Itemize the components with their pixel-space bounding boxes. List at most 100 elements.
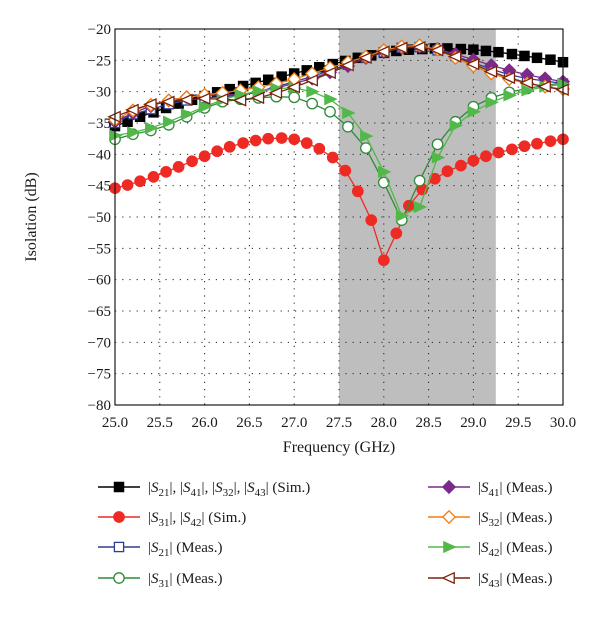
x-tick-labels: 25.0 25.5 26.0 26.5 27.0 27.5 28.0 28.5 29.0 29.5…	[102, 415, 576, 431]
legend-marker	[441, 509, 457, 525]
legend-entry: |S41| (Meas.)	[428, 479, 553, 499]
x-tick-label: 29.5	[505, 415, 531, 431]
data-point	[390, 227, 403, 240]
data-point	[351, 185, 364, 198]
data-point	[276, 71, 287, 82]
y-tick-label: −25	[88, 53, 111, 69]
legend-marker	[113, 481, 125, 493]
data-point	[143, 97, 157, 111]
data-point	[127, 126, 141, 139]
data-point	[196, 92, 211, 105]
x-tick-label: 28.0	[371, 415, 397, 431]
data-point	[198, 100, 213, 113]
data-point	[322, 66, 336, 80]
data-point	[172, 161, 185, 173]
data-point	[545, 54, 556, 65]
legend-marker	[443, 540, 457, 554]
data-point	[467, 105, 482, 118]
x-tick-label: 28.5	[415, 415, 441, 431]
data-point	[147, 171, 160, 183]
data-point	[485, 96, 499, 109]
data-point	[518, 140, 531, 153]
data-point	[360, 130, 374, 143]
data-point	[232, 94, 247, 107]
data-point	[480, 45, 492, 57]
y-tick-label: −40	[88, 147, 111, 163]
data-point	[413, 200, 428, 214]
y-tick-label: −80	[88, 398, 111, 414]
data-point	[324, 93, 338, 106]
data-point	[531, 137, 543, 150]
data-point	[467, 154, 480, 167]
data-point	[324, 105, 336, 118]
data-point	[186, 155, 198, 168]
data-point	[506, 48, 518, 60]
legend-label: |S31|, |S42| (Sim.)	[148, 510, 246, 529]
x-tick-label: 29.0	[460, 415, 486, 431]
data-point	[340, 59, 354, 72]
data-point	[262, 132, 275, 145]
data-point	[531, 52, 543, 64]
legend-entry: |S31|, |S42| (Sim.)	[98, 510, 246, 529]
data-point	[262, 74, 274, 86]
data-point	[393, 41, 408, 55]
x-tick-label: 27.0	[281, 415, 307, 431]
legend-entry: |S32| (Meas.)	[428, 509, 553, 529]
data-point	[447, 50, 462, 63]
data-point	[180, 108, 195, 121]
y-tick-label: −65	[88, 304, 111, 320]
data-point	[275, 132, 288, 144]
data-point	[521, 84, 535, 97]
data-point	[211, 145, 223, 158]
data-point	[376, 45, 390, 58]
x-axis-title: Frequency (GHz)	[283, 439, 395, 456]
data-point	[544, 135, 557, 148]
y-tick-label: −75	[88, 367, 111, 383]
data-point	[198, 150, 211, 163]
legend-entry: |S21| (Meas.)	[98, 540, 223, 559]
data-point	[492, 146, 505, 159]
data-point	[288, 91, 301, 104]
data-point	[342, 106, 356, 120]
data-point	[306, 97, 318, 110]
legend-marker	[113, 572, 125, 584]
data-point	[223, 140, 236, 153]
data-point	[503, 89, 517, 102]
y-axis-title: Isolation (dB)	[23, 172, 40, 261]
data-point	[252, 84, 267, 98]
data-point	[300, 137, 313, 149]
data-point	[465, 57, 480, 71]
data-point	[286, 81, 301, 94]
y-tick-label: −30	[88, 85, 111, 101]
legend-label: |S21| (Meas.)	[148, 540, 223, 559]
data-point	[377, 176, 390, 189]
x-tick-label: 26.0	[191, 415, 217, 431]
data-point	[483, 65, 498, 78]
legend-marker	[113, 541, 125, 553]
y-tick-label: −20	[88, 22, 111, 38]
data-point	[378, 165, 392, 179]
data-point	[441, 165, 454, 178]
y-tick-label: −60	[88, 273, 111, 289]
data-point	[288, 133, 301, 146]
legend-label: |S41| (Meas.)	[478, 480, 553, 499]
data-point	[160, 95, 175, 108]
legend-label: |S32| (Meas.)	[478, 510, 553, 529]
data-point	[326, 151, 339, 164]
legend-marker	[441, 479, 457, 495]
x-tick-label: 27.5	[326, 415, 352, 431]
data-point	[431, 138, 444, 151]
data-point	[304, 74, 318, 87]
legend-marker	[441, 571, 455, 585]
data-point	[411, 40, 426, 54]
y-tick-label: −70	[88, 335, 111, 351]
data-point	[160, 166, 172, 178]
legend-label: |S43| (Meas.)	[478, 571, 553, 590]
legend-marker	[113, 511, 125, 523]
data-point	[313, 142, 326, 155]
plot-frame	[114, 28, 564, 406]
legend-entry: |S42| (Meas.)	[428, 540, 553, 559]
legend-label: |S42| (Meas.)	[478, 540, 553, 559]
data-point	[237, 137, 249, 149]
data-point	[537, 80, 551, 93]
